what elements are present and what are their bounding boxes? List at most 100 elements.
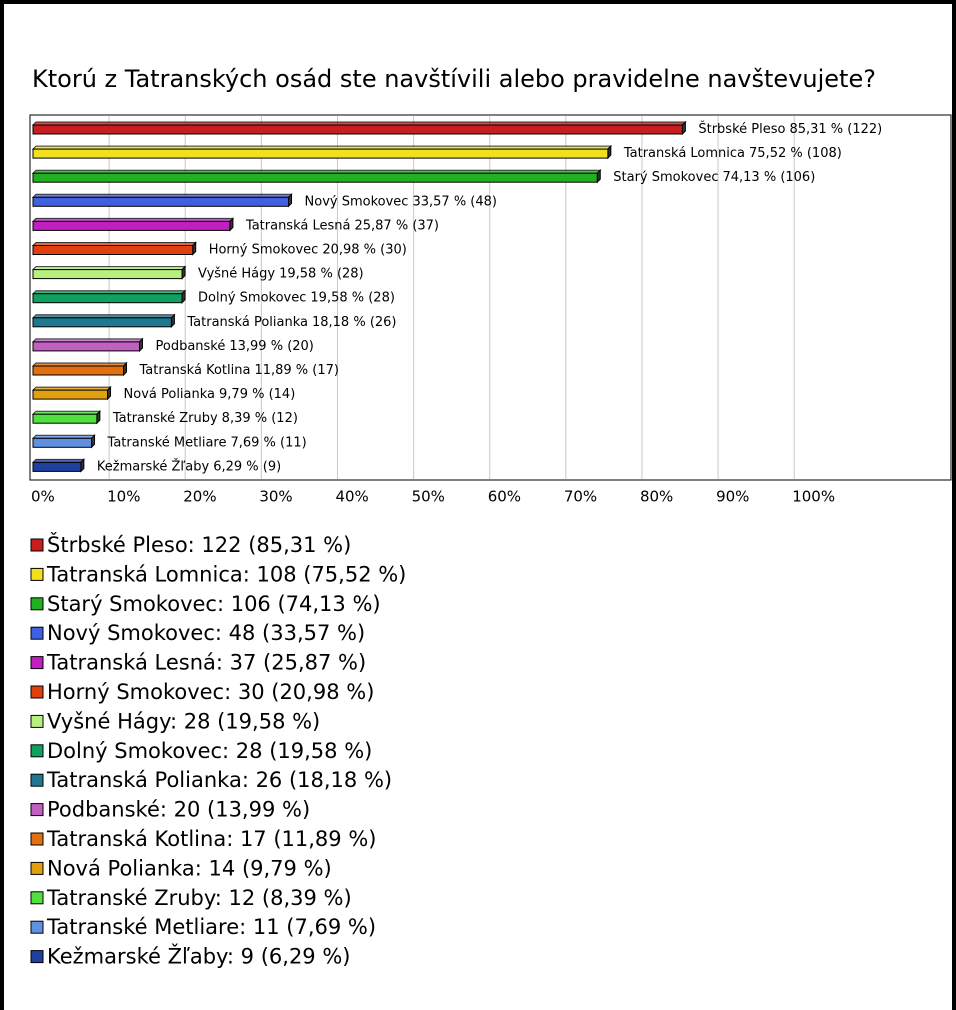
chart-title: Ktorú z Tatranských osád ste navštívili … xyxy=(32,65,876,93)
bar xyxy=(31,313,176,329)
data-label: 11,89 % (17) xyxy=(254,363,339,378)
bar xyxy=(31,385,112,401)
bar-category: Tatranské Zruby xyxy=(112,411,218,426)
legend-swatch xyxy=(30,773,44,787)
bar-face xyxy=(32,172,598,183)
legend-swatch xyxy=(30,920,44,934)
bar-face xyxy=(32,148,609,159)
legend-swatch xyxy=(30,714,44,728)
bar-face xyxy=(32,220,231,231)
bar-label: Horný Smokovec 20,98 % (30) xyxy=(209,242,407,257)
legend-swatch xyxy=(30,597,44,611)
bar-label: Podbanské 13,99 % (20) xyxy=(155,338,313,353)
bar-category: Podbanské xyxy=(155,338,225,353)
legend-label: Tatranské Metliare: 11 (7,69 %) xyxy=(46,915,376,939)
x-tick-label: 70% xyxy=(564,488,597,506)
bar-category: Tatranská Lomnica xyxy=(623,146,745,161)
x-tick-label: 60% xyxy=(488,488,521,506)
bar-label: Tatranská Lomnica 75,52 % (108) xyxy=(623,146,842,161)
bar-category: Dolný Smokovec xyxy=(198,290,306,305)
data-label: 20,98 % (30) xyxy=(322,242,407,257)
legend-swatch xyxy=(30,685,44,699)
bar-category: Štrbské Pleso xyxy=(698,121,785,137)
x-tick-label: 80% xyxy=(640,488,673,506)
bar xyxy=(31,241,197,256)
data-label: 9,79 % (14) xyxy=(219,387,295,402)
bar-face xyxy=(32,196,290,207)
x-tick-label: 50% xyxy=(412,488,445,506)
legend-label: Kežmarské Žľaby: 9 (6,29 %) xyxy=(47,944,351,969)
legend-label: Vyšné Hágy: 28 (19,58 %) xyxy=(47,709,320,733)
bar-face xyxy=(32,437,93,448)
x-tick-label: 0% xyxy=(31,488,55,506)
bar-face xyxy=(32,124,683,135)
bar-category: Tatranská Polianka xyxy=(186,314,308,329)
bar xyxy=(31,409,102,425)
legend-swatch xyxy=(30,832,44,846)
data-label: 18,18 % (26) xyxy=(312,314,397,329)
data-label: 33,57 % (48) xyxy=(412,194,497,209)
data-label: 13,99 % (20) xyxy=(229,338,314,353)
legend-label: Podbanské: 20 (13,99 %) xyxy=(47,798,310,822)
bar-label: Dolný Smokovec 19,58 % (28) xyxy=(198,290,395,305)
data-label: 74,13 % (106) xyxy=(722,170,815,185)
bar-label: Kežmarské Žľaby 6,29 % (9) xyxy=(97,458,281,474)
bar-label: Vyšné Hágy 19,58 % (28) xyxy=(198,266,364,281)
legend-label: Nový Smokovec: 48 (33,57 %) xyxy=(47,621,365,645)
bar-category: Nový Smokovec xyxy=(305,194,409,209)
bar xyxy=(31,289,187,304)
data-label: 8,39 % (12) xyxy=(222,411,298,426)
bar-face xyxy=(32,389,109,400)
bar-category: Horný Smokovec xyxy=(209,242,319,257)
legend-label: Tatranské Zruby: 12 (8,39 %) xyxy=(46,886,352,910)
bar xyxy=(31,265,187,280)
x-tick-label: 40% xyxy=(335,488,368,506)
legend-swatch xyxy=(30,861,44,875)
bar-label: Nová Polianka 9,79 % (14) xyxy=(124,387,296,402)
bar xyxy=(31,458,86,473)
legend-swatch xyxy=(30,891,44,905)
legend-label: Horný Smokovec: 30 (20,98 %) xyxy=(47,680,374,704)
legend-swatch xyxy=(30,567,44,581)
bar-label: Tatranská Kotlina 11,89 % (17) xyxy=(139,363,339,378)
data-label: 25,87 % (37) xyxy=(354,218,439,233)
data-label: 85,31 % (122) xyxy=(789,122,882,137)
bar-category: Nová Polianka xyxy=(124,387,216,402)
bar xyxy=(31,120,687,136)
bar-face xyxy=(32,293,183,304)
legend-label: Starý Smokovec: 106 (74,13 %) xyxy=(47,592,381,616)
bar-face xyxy=(32,413,98,424)
legend-label: Štrbské Pleso: 122 (85,31 %) xyxy=(47,532,351,557)
bar xyxy=(31,217,235,232)
data-label: 6,29 % (9) xyxy=(213,459,281,474)
legend-swatch xyxy=(30,626,44,640)
bar-label: Štrbské Pleso 85,31 % (122) xyxy=(698,121,882,137)
bar-face xyxy=(32,269,183,280)
x-tick-label: 20% xyxy=(183,488,216,506)
legend-label: Tatranská Lomnica: 108 (75,52 %) xyxy=(46,562,406,586)
x-tick-label: 100% xyxy=(792,488,835,506)
bar-face xyxy=(32,341,140,352)
bar-category: Tatranské Metliare xyxy=(107,435,227,450)
legend-label: Dolný Smokovec: 28 (19,58 %) xyxy=(47,739,372,763)
bar xyxy=(31,361,128,377)
bar-face xyxy=(32,461,82,472)
bar-category: Kežmarské Žľaby xyxy=(97,458,210,474)
legend-swatch xyxy=(30,538,44,552)
bar xyxy=(31,193,293,208)
legend-swatch xyxy=(30,744,44,758)
bar xyxy=(31,144,613,160)
bar-face xyxy=(32,317,172,328)
bar-category: Starý Smokovec xyxy=(613,170,718,185)
bar-label: Tatranská Polianka 18,18 % (26) xyxy=(186,314,396,329)
bar-category: Vyšné Hágy xyxy=(198,266,275,281)
bar-label: Tatranská Lesná 25,87 % (37) xyxy=(245,218,439,233)
legend-swatch xyxy=(30,656,44,670)
bar-label: Starý Smokovec 74,13 % (106) xyxy=(613,170,815,185)
data-label: 7,69 % (11) xyxy=(230,435,306,450)
legend-label: Nová Polianka: 14 (9,79 %) xyxy=(47,856,332,880)
data-label: 19,58 % (28) xyxy=(310,290,395,305)
bar xyxy=(31,434,96,449)
bar-category: Tatranská Lesná xyxy=(245,218,351,233)
